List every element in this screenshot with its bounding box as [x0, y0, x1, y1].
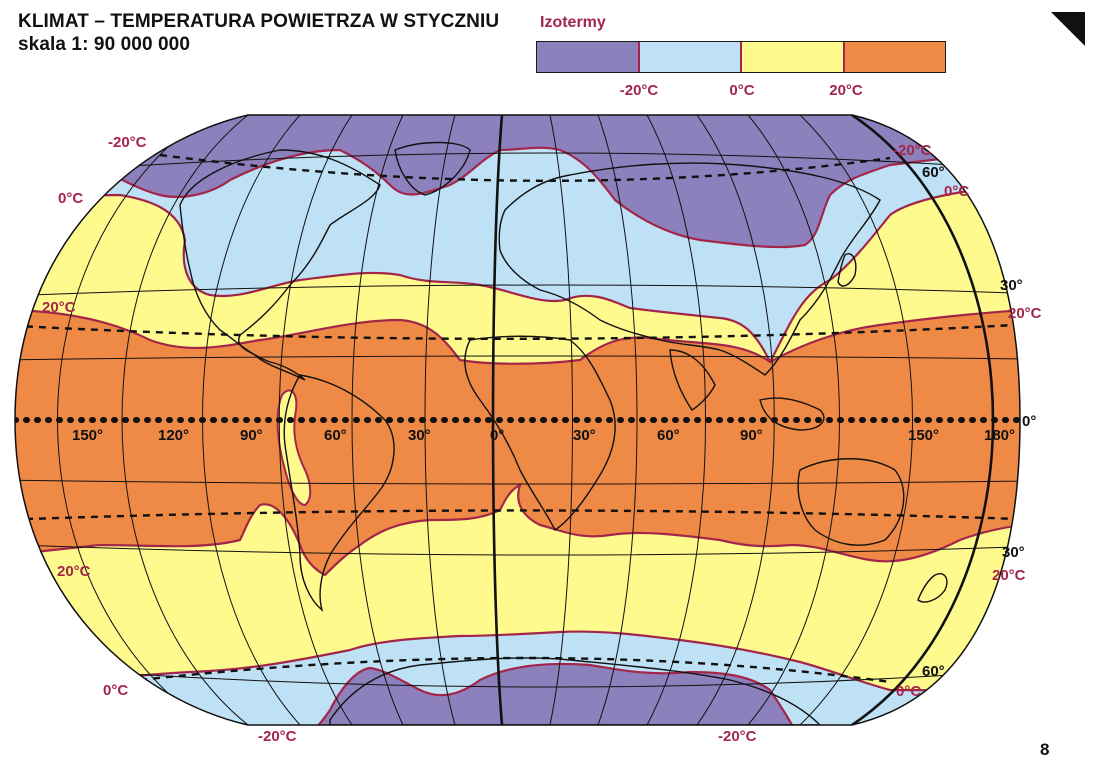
isotherm-label: 0°C	[103, 682, 128, 699]
isotherm-labels: -20°C -20°C 0°C 0°C 20°C 20°C 20°C 20°C …	[42, 134, 1042, 745]
legend-tick-0: 0°C	[729, 82, 755, 99]
legend-color-bar	[536, 41, 946, 73]
lon-label: 60°	[657, 427, 680, 444]
lon-label: 180°	[984, 427, 1015, 444]
lat-label-south-30: 30°	[1002, 544, 1025, 561]
lon-label: 0°	[490, 427, 504, 444]
isotherm-label: -20°C	[108, 134, 147, 151]
lon-label: 30°	[408, 427, 431, 444]
zone-tropical	[15, 303, 1020, 577]
scale-line: skala 1: 90 000 000	[18, 34, 190, 55]
isotherm-label: -20°C	[718, 728, 757, 745]
eurasia-outline	[498, 162, 881, 376]
japan-outline	[837, 253, 857, 287]
zone-andes-tongue	[276, 389, 312, 507]
corner-triangle-icon	[1051, 12, 1085, 46]
lon-label: 150°	[72, 427, 103, 444]
tropic-of-capricorn	[15, 509, 1020, 524]
isotherm-label: 0°C	[58, 190, 83, 207]
isotherm-label: 0°C	[896, 683, 921, 700]
legend-swatch-0-to-20	[740, 42, 843, 72]
lon-label: 120°	[158, 427, 189, 444]
isotherm-label: -20°C	[258, 728, 297, 745]
latitude-labels: 60° 30° 0° 30° 60°	[922, 164, 1036, 680]
tropics-and-polar-circles	[15, 153, 1020, 684]
lon-label: 60°	[324, 427, 347, 444]
india-outline	[669, 349, 716, 411]
tropic-of-cancer	[15, 318, 1020, 341]
new-zealand-outline	[917, 573, 948, 603]
isotherm-label: 20°C	[42, 299, 76, 316]
globe-outline	[14, 114, 1021, 726]
lon-label: 30°	[573, 427, 596, 444]
south-america-outline	[283, 374, 395, 612]
lat-label-north-30: 30°	[1000, 277, 1023, 294]
legend-tick-minus20: -20°C	[619, 82, 659, 99]
lon-label: 90°	[740, 427, 763, 444]
map-title: KLIMAT – TEMPERATURA POWIETRZA W STYCZNI…	[18, 10, 499, 56]
antarctic-circle	[139, 656, 891, 684]
isotherm-label: 20°C	[992, 567, 1026, 584]
longitude-labels: 150° 120° 90° 60° 30° 0° 30° 60° 90° 150…	[72, 427, 1015, 444]
isotherm-label: 0°C	[944, 183, 969, 200]
isotherm-label: 20°C	[1008, 305, 1042, 322]
arctic-circle	[159, 153, 891, 182]
prime-meridian	[491, 115, 504, 725]
legend-tick-20: 20°C	[829, 82, 863, 99]
isotherm-label: 20°C	[57, 563, 91, 580]
lon-label: 90°	[240, 427, 263, 444]
zone-south-freezing	[15, 662, 1020, 725]
lat-label-north-60: 60°	[922, 164, 945, 181]
isotherm-label: -20°C	[893, 142, 932, 159]
zone-north-freezing	[15, 115, 1020, 249]
legend-swatch-below-minus20	[537, 42, 638, 72]
page-number: 8	[1040, 740, 1050, 759]
title-line: KLIMAT – TEMPERATURA POWIETRZA W STYCZNI…	[18, 11, 500, 32]
greenland-outline	[394, 141, 471, 196]
antarctica-outline	[329, 657, 822, 725]
lat-label-equator: 0°	[1022, 413, 1036, 430]
legend-title: Izotermy	[540, 14, 606, 31]
legend-swatch-above-20	[842, 42, 945, 72]
lat-label-south-60: 60°	[922, 663, 945, 680]
legend-swatch-minus20-to-0	[637, 42, 740, 72]
africa-outline	[464, 335, 616, 532]
australia-outline	[797, 458, 905, 546]
lon-label: 150°	[908, 427, 939, 444]
